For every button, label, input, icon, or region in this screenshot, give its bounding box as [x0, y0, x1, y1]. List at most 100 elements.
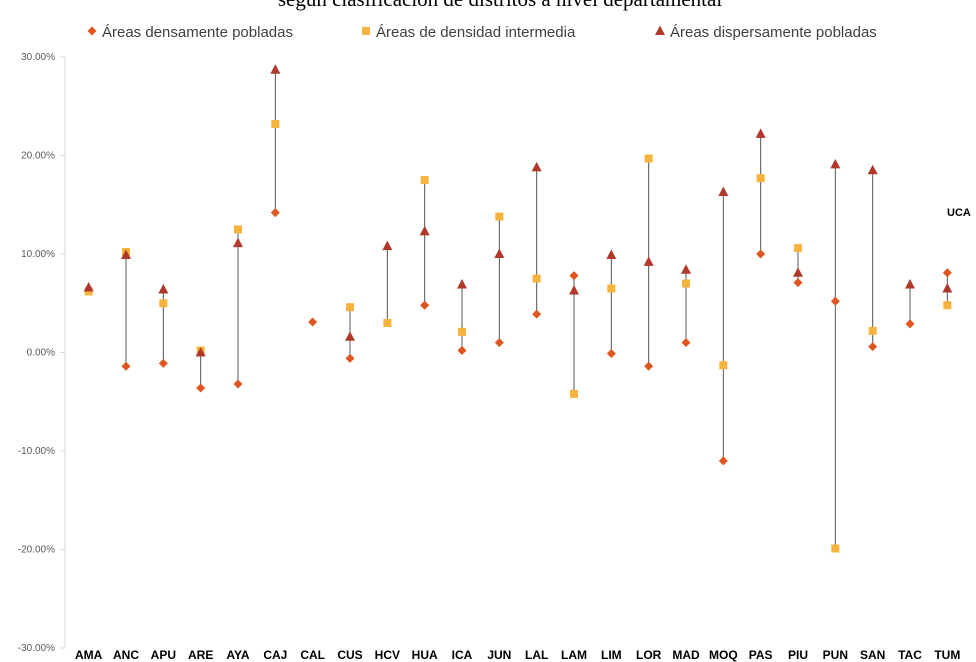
point: [867, 164, 878, 175]
point: [457, 279, 467, 289]
point: [570, 389, 578, 398]
legend-label: Áreas de densidad intermedia: [376, 24, 576, 41]
point: [121, 361, 131, 371]
x-tick-label: LIM: [601, 648, 622, 662]
y-tick-label: 20.00%: [21, 151, 55, 162]
x-tick-label: AYA: [226, 648, 249, 662]
x-tick-label: ARE: [188, 648, 213, 662]
point: [755, 128, 766, 138]
point: [569, 271, 579, 281]
point: [494, 338, 504, 348]
point: [868, 342, 878, 352]
point: [681, 264, 691, 274]
point: [457, 346, 467, 356]
point: [345, 331, 355, 341]
y-tick-label: 30.00%: [21, 52, 55, 63]
point: [905, 319, 915, 329]
point: [271, 119, 280, 128]
x-tick-label: PIU: [788, 648, 808, 662]
x-tick-label: ANC: [113, 648, 139, 662]
point: [196, 383, 206, 393]
point: [943, 301, 952, 310]
point: [756, 174, 765, 183]
point: [270, 208, 280, 218]
point: [270, 64, 281, 74]
point: [830, 296, 840, 306]
point: [159, 299, 168, 308]
point: [793, 278, 803, 288]
point: [644, 361, 654, 371]
point: [419, 225, 430, 236]
point: [606, 249, 617, 259]
point: [794, 244, 802, 253]
point: [234, 225, 242, 234]
point: [905, 279, 915, 289]
y-tick-label: 0.00%: [27, 348, 55, 359]
x-tick-label: HUA: [412, 648, 438, 662]
point: [607, 284, 616, 293]
point: [830, 158, 841, 169]
point: [83, 281, 94, 292]
x-tick-label: PAS: [749, 648, 773, 662]
point: [383, 318, 392, 327]
legend-label: Áreas densamente pobladas: [102, 24, 293, 41]
point: [495, 212, 504, 221]
point: [233, 237, 243, 248]
x-tick-label: PUN: [823, 648, 848, 662]
x-tick-label: CUS: [337, 648, 362, 662]
x-tick-label: MAD: [672, 648, 700, 662]
point: [458, 327, 466, 336]
point: [569, 284, 579, 295]
y-tick-label: 10.00%: [21, 249, 55, 260]
point: [643, 256, 654, 266]
point: [644, 154, 653, 163]
point: [681, 338, 691, 348]
point: [531, 161, 542, 172]
point: [718, 186, 729, 196]
point: [756, 249, 766, 259]
point: [532, 309, 542, 319]
x-tick-label: APU: [151, 648, 176, 662]
point: [718, 456, 728, 466]
point: [606, 348, 616, 358]
point: [942, 268, 952, 278]
chart-title: según clasificación de distritos a nivel…: [278, 0, 723, 11]
point: [532, 274, 541, 283]
point: [345, 353, 355, 363]
point: [942, 282, 953, 293]
point: [793, 267, 803, 277]
point: [121, 249, 131, 259]
point: [420, 300, 430, 310]
x-tick-label: TAC: [898, 648, 922, 662]
point: [382, 240, 393, 251]
legend-marker: [362, 27, 370, 35]
x-tick-label: MOQ: [709, 648, 738, 662]
x-tick-label: HCV: [375, 648, 400, 662]
point: [719, 361, 728, 370]
x-tick-label: AMA: [75, 648, 103, 662]
point: [195, 347, 206, 357]
x-tick-label: CAJ: [263, 648, 287, 662]
legend-label: Áreas dispersamente pobladas: [670, 24, 877, 41]
legend-marker: [87, 26, 97, 36]
point: [420, 176, 429, 185]
x-tick-label: LAL: [525, 648, 548, 662]
point: [682, 279, 690, 288]
x-tick-label: LOR: [636, 648, 662, 662]
point: [868, 326, 877, 335]
point: [233, 379, 243, 389]
x-tick-label: ICA: [452, 648, 473, 662]
x-tick-label: JUN: [487, 648, 511, 662]
x-tick-label: TUM: [934, 648, 960, 662]
point: [346, 303, 354, 312]
y-tick-label: -10.00%: [18, 446, 55, 457]
y-tick-label: -20.00%: [18, 545, 55, 556]
point: [494, 248, 505, 258]
y-tick-label: -30.00%: [18, 643, 55, 654]
point: [158, 283, 169, 294]
x-tick-label: LAM: [561, 648, 587, 662]
x-tick-label: SAN: [860, 648, 885, 662]
point: [158, 358, 168, 368]
